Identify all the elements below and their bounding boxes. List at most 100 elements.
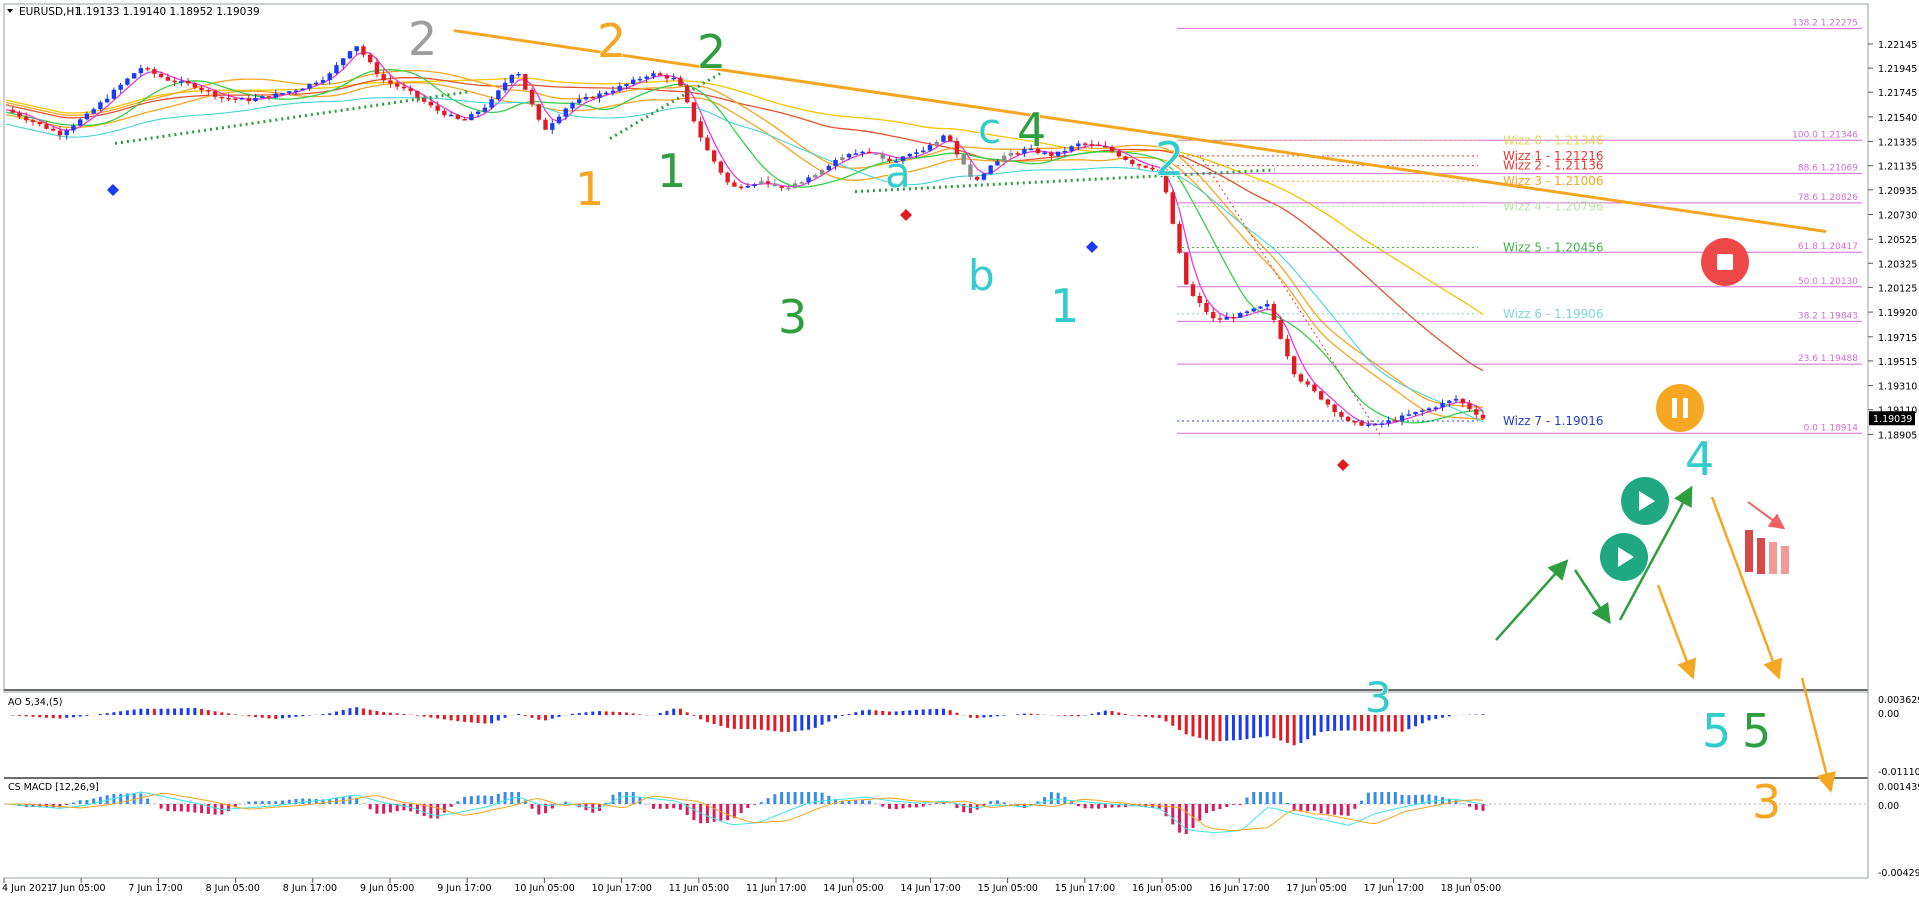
candle-body: [64, 130, 69, 136]
candle-body: [145, 68, 150, 70]
candle-body: [974, 176, 980, 180]
candle-body: [1271, 303, 1277, 320]
diamond-marker-icon: [900, 209, 912, 221]
candle-body: [341, 58, 346, 66]
time-tick-label: 14 Jun 05:00: [823, 883, 883, 894]
fib-level-label: 0.0 1.18914: [1804, 423, 1859, 433]
status-icons: [107, 184, 1749, 581]
candle-body: [833, 159, 838, 166]
candle-body: [408, 88, 413, 92]
symbol-menu-icon[interactable]: [7, 9, 13, 13]
candle-body: [394, 83, 400, 87]
price-tick-label: 1.21745: [1878, 88, 1917, 99]
candle-body: [664, 75, 670, 79]
support-dotted-line-3: [854, 168, 1276, 194]
candle-body: [1312, 384, 1317, 392]
ao-tick-bottom: -0.011106: [1878, 767, 1919, 778]
price-tick-label: 1.20525: [1878, 235, 1917, 246]
candle-body: [1136, 164, 1142, 166]
candle-body: [725, 172, 730, 183]
candle-body: [1123, 156, 1128, 160]
candle-body: [968, 164, 973, 177]
ao-tick-zero: 0.00: [1878, 709, 1899, 720]
macd-line: [5, 791, 1484, 834]
candle-body: [914, 152, 919, 154]
time-tick-label: 9 Jun 17:00: [437, 883, 491, 894]
ma-green-line: [5, 69, 1484, 424]
pause-icon: [1656, 384, 1704, 432]
forecast-arrows: [1495, 485, 1836, 793]
ma-orange-upper-line: [5, 69, 1484, 408]
candle-body: [98, 102, 103, 110]
candle-body: [1460, 398, 1465, 404]
play-icon: [1621, 477, 1669, 525]
pause-icon-bar-right: [1683, 398, 1688, 418]
candle-body: [1211, 312, 1216, 319]
candle-body: [502, 82, 508, 91]
candle-body: [1251, 308, 1256, 312]
candle-body: [1035, 148, 1041, 154]
mini-bar-icon: [1745, 530, 1753, 572]
candle-body: [691, 102, 697, 122]
candle-body: [1406, 414, 1412, 416]
current-price-label: 1.19039: [1873, 414, 1912, 425]
stop-icon: [1701, 238, 1749, 286]
play-icon: [1600, 533, 1648, 581]
candle-body: [388, 80, 393, 84]
fib-level-label: 61.8 1.20417: [1798, 242, 1858, 252]
candle-body: [401, 86, 407, 89]
candle-body: [1001, 155, 1007, 162]
time-tick-label: 7 Jun 17:00: [128, 883, 182, 894]
wave-label-15: 5: [1702, 704, 1731, 758]
time-tick-label: 11 Jun 17:00: [746, 883, 806, 894]
candle-body: [1440, 402, 1445, 408]
forecast-up-arrow-1: [1495, 559, 1569, 641]
time-tick-label: 18 Jun 05:00: [1441, 883, 1501, 894]
candle-body: [1345, 416, 1351, 422]
price-tick-label: 1.22145: [1878, 40, 1917, 51]
time-tick-label: 8 Jun 17:00: [283, 883, 337, 894]
candle-body: [374, 62, 380, 75]
candle-body: [1190, 284, 1196, 296]
candle-body: [1359, 421, 1364, 426]
forecast-orange-arrow-2: [1710, 496, 1783, 680]
macd-tick-top: 0.0014399: [1878, 782, 1919, 793]
candle-body: [637, 78, 643, 81]
candle-body: [873, 153, 879, 155]
candle-body: [563, 108, 568, 117]
forecast-orange-arrow-3: [1800, 677, 1836, 793]
forecast-up-arrow-2: [1618, 485, 1693, 621]
candle-body: [1157, 169, 1162, 172]
candle-body: [1109, 146, 1115, 152]
candle-body: [698, 121, 703, 138]
candle-body: [705, 137, 710, 151]
mini-bar-icon: [1757, 538, 1765, 574]
candle-body: [24, 116, 29, 121]
candle-body: [152, 69, 157, 74]
candle-body: [1143, 165, 1148, 168]
macd-panel: [4, 791, 1866, 834]
candle-body: [954, 141, 960, 155]
candle-body: [995, 161, 1000, 166]
candle-body: [1318, 391, 1324, 400]
candle-body: [860, 151, 865, 154]
candle-body: [887, 158, 892, 162]
candle-body: [185, 81, 191, 84]
ao-histogram: [11, 707, 1485, 746]
ma-magenta-line: [5, 51, 1484, 426]
ao-label: AO 5,34,(5): [8, 697, 62, 708]
candle-body: [711, 150, 717, 162]
macd-tick-bottom: -0.004295: [1878, 868, 1919, 879]
candle-body: [462, 118, 467, 121]
time-tick-label: 10 Jun 17:00: [592, 883, 652, 894]
wave-label-9: c: [978, 104, 1001, 153]
forecast-orange-arrow-1: [1656, 584, 1697, 680]
candle-body: [1130, 159, 1135, 165]
candle-body: [806, 177, 811, 183]
pause-icon-circle: [1656, 384, 1704, 432]
wizz-level-label: Wizz 2 - 1.21136: [1503, 159, 1604, 173]
candle-body: [583, 96, 589, 100]
macd-tick-zero: 0.00: [1878, 801, 1899, 812]
